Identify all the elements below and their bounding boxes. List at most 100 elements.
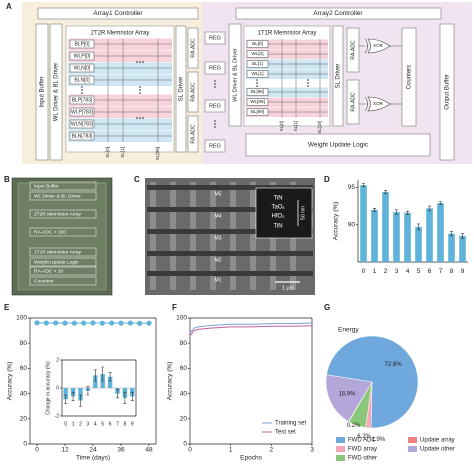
metal-label: M4 — [215, 213, 222, 219]
panel-label: F — [172, 303, 177, 312]
x-tick-label: 0 — [64, 421, 67, 427]
row-label-box — [69, 95, 95, 105]
reg-box — [204, 139, 226, 153]
row-label-box — [69, 131, 95, 141]
chip-label: Weight Update Logic — [34, 259, 79, 265]
marker — [34, 320, 40, 326]
error-bar — [384, 190, 387, 194]
label: BL[98] — [251, 89, 264, 94]
label: REG — [209, 35, 221, 41]
adc-box — [187, 115, 199, 153]
x-tick-label: 48 — [145, 447, 153, 454]
label: RA-ADC — [350, 92, 356, 112]
ellipsis-dot — [214, 83, 216, 85]
error-bar — [108, 372, 112, 382]
ellipsis-dot — [136, 117, 138, 119]
legend-label: Test set — [275, 430, 296, 436]
ellipsis-dot — [256, 85, 258, 87]
error-bar — [362, 183, 365, 188]
panel-label: D — [324, 175, 330, 184]
error-bar — [71, 391, 75, 401]
marker — [90, 320, 96, 326]
line — [189, 322, 313, 334]
metal-label: M1 — [215, 277, 222, 283]
controller-box — [235, 7, 442, 20]
error-bar — [417, 223, 420, 231]
tem-metal — [147, 229, 313, 234]
marker — [146, 320, 152, 326]
label: Input Buffer — [40, 77, 46, 108]
tem-via — [190, 182, 196, 290]
pie-value-label: 6.2% — [357, 434, 371, 440]
error-bar — [116, 389, 119, 399]
panel-label: B — [4, 175, 10, 184]
y-tick-label: 95 — [348, 184, 356, 191]
legend-label: FWD ADC — [348, 438, 376, 444]
chip-label: Input Buffer — [34, 183, 59, 189]
y-tick-label: 40 — [180, 390, 188, 397]
chip-block — [29, 247, 97, 257]
chip-block — [29, 181, 97, 191]
adc-box — [187, 71, 199, 113]
label: SL Driver — [179, 77, 185, 102]
legend-label: Update other — [420, 447, 455, 453]
chip-label: 1T1R Memristor Array — [34, 249, 82, 255]
label: BL[0] — [252, 41, 263, 46]
pie-value-label: 18.9% — [338, 391, 356, 397]
chip-block — [29, 191, 97, 201]
stack-label: HfO₂ — [272, 214, 286, 220]
label: SL[1] — [120, 147, 125, 158]
y-tick-label: 2 — [56, 357, 59, 363]
ellipsis-dot — [307, 85, 309, 87]
marker — [71, 320, 77, 326]
label: 2T2R Memristor Array — [91, 31, 150, 37]
label: WLN[0] — [74, 65, 91, 71]
error-bar — [395, 209, 398, 215]
x-tick-label: 7 — [116, 421, 119, 427]
y-axis-label: Accuracy (%) — [167, 362, 174, 401]
marker — [127, 320, 133, 326]
x-tick-label: 6 — [109, 421, 112, 427]
label: 1T1R Memristor Array — [258, 31, 317, 37]
ellipsis-dot — [214, 123, 216, 125]
error-bar — [101, 366, 105, 382]
x-tick-label: 2 — [79, 421, 82, 427]
label: Array2 Controller — [313, 10, 363, 17]
x-tick-label: 3 — [87, 421, 90, 427]
legend-label: FWD array — [348, 447, 377, 453]
metal-label: M3 — [215, 235, 222, 241]
tem-via — [150, 182, 156, 290]
chip-block — [29, 257, 97, 267]
label: WL Driver & BL Driver — [54, 63, 60, 122]
label: Output Buffer — [445, 74, 451, 110]
x-axis-label: Time (days) — [76, 455, 110, 462]
counters-box — [401, 27, 417, 127]
marker — [99, 320, 105, 326]
x-tick-label: 1 — [373, 268, 377, 275]
tem-metal — [147, 185, 313, 190]
x-tick-label: 36 — [117, 447, 125, 454]
metal-label: M5 — [215, 191, 222, 197]
label: SL[18] — [317, 121, 322, 134]
label: RA-ADC — [350, 40, 356, 60]
bar — [93, 375, 98, 388]
error-bar — [123, 391, 127, 404]
ellipsis-dot — [214, 120, 216, 122]
sl-driver-box — [332, 25, 344, 127]
ellipsis-dot — [139, 89, 141, 91]
bar — [371, 209, 378, 262]
x-tick-label: 4 — [406, 268, 410, 275]
row-label-box — [246, 50, 269, 58]
y-tick-label: 60 — [20, 365, 28, 372]
error-bar — [79, 394, 82, 407]
tem-inset — [255, 187, 313, 239]
tem-via — [210, 182, 216, 290]
tem-metal — [147, 207, 313, 212]
x-tick-label: 1 — [72, 421, 75, 427]
bar — [107, 376, 113, 388]
panel-label: E — [4, 303, 10, 312]
chip-block — [29, 209, 97, 219]
x-tick-label: 4 — [94, 421, 97, 427]
y-tick-label: 80 — [180, 340, 188, 347]
ellipsis-dot — [139, 61, 141, 63]
